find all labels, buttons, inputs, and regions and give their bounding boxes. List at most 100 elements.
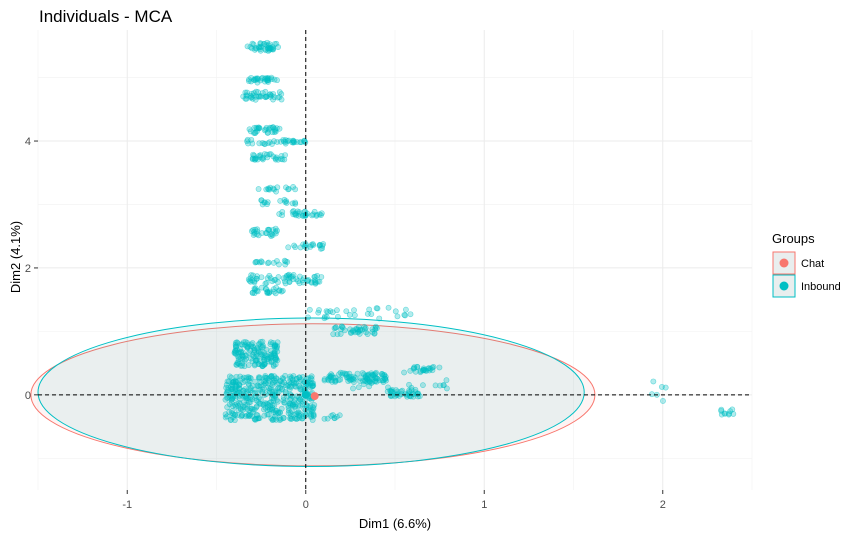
point-inbound xyxy=(389,386,395,393)
point-inbound xyxy=(346,311,353,318)
point-inbound xyxy=(280,136,287,143)
point-inbound xyxy=(255,232,262,239)
point-inbound xyxy=(253,287,260,294)
point-inbound xyxy=(283,184,289,191)
point-inbound xyxy=(271,129,278,135)
point-inbound xyxy=(287,373,294,380)
point-inbound xyxy=(365,371,372,378)
point-inbound xyxy=(260,401,267,408)
point-inbound xyxy=(334,313,341,320)
point-inbound xyxy=(295,397,302,404)
point-inbound xyxy=(232,394,239,401)
point-inbound xyxy=(264,411,271,418)
point-inbound xyxy=(309,417,316,423)
point-inbound xyxy=(278,155,284,162)
point-inbound xyxy=(254,76,261,83)
point-inbound xyxy=(380,379,387,386)
point-inbound xyxy=(245,343,251,350)
point-inbound xyxy=(254,288,261,295)
point-inbound xyxy=(364,331,371,338)
point-inbound xyxy=(285,382,292,388)
point-inbound xyxy=(355,384,362,391)
point-inbound xyxy=(259,259,265,266)
point-inbound xyxy=(332,324,339,331)
point-inbound xyxy=(343,308,350,315)
point-inbound xyxy=(377,377,383,384)
point-inbound xyxy=(351,307,357,314)
x-tick-label: -1 xyxy=(122,499,132,511)
point-inbound xyxy=(650,378,657,385)
point-inbound xyxy=(222,411,229,418)
point-inbound xyxy=(351,312,358,319)
point-inbound xyxy=(281,196,288,203)
point-inbound xyxy=(244,395,250,402)
point-inbound xyxy=(278,96,285,103)
point-inbound xyxy=(282,372,289,379)
point-inbound xyxy=(245,380,252,387)
point-inbound xyxy=(338,326,344,333)
legend-item-chat: Chat xyxy=(772,251,824,275)
point-inbound xyxy=(265,140,272,147)
point-inbound xyxy=(260,156,266,163)
point-inbound xyxy=(296,273,303,280)
point-inbound xyxy=(259,344,266,351)
point-inbound xyxy=(299,374,306,380)
point-inbound xyxy=(270,96,276,103)
point-inbound xyxy=(222,414,229,421)
point-inbound xyxy=(313,211,320,218)
point-inbound xyxy=(260,354,267,361)
point-inbound xyxy=(402,306,409,313)
point-inbound xyxy=(267,406,273,413)
point-inbound xyxy=(298,139,305,146)
point-inbound xyxy=(256,374,263,381)
point-inbound xyxy=(276,261,282,268)
point-inbound xyxy=(274,184,281,191)
point-inbound xyxy=(245,78,252,84)
point-inbound xyxy=(269,278,276,285)
point-inbound xyxy=(327,374,334,381)
point-inbound xyxy=(350,376,357,383)
point-inbound xyxy=(269,129,276,136)
points-layer xyxy=(222,39,737,424)
point-inbound xyxy=(274,398,281,405)
point-inbound xyxy=(255,398,262,405)
y-axis-title: Dim2 (4.1%) xyxy=(8,221,23,293)
point-inbound xyxy=(267,275,274,282)
point-inbound xyxy=(296,210,302,217)
point-inbound xyxy=(266,399,273,406)
point-inbound xyxy=(336,412,343,419)
point-inbound xyxy=(222,396,229,403)
point-inbound xyxy=(392,308,399,315)
point-inbound xyxy=(437,382,444,389)
point-inbound xyxy=(247,128,254,135)
point-inbound xyxy=(270,259,277,266)
point-inbound xyxy=(366,383,373,390)
point-inbound xyxy=(274,139,281,145)
x-tick-label: 2 xyxy=(660,499,666,511)
point-inbound xyxy=(264,275,271,282)
point-inbound xyxy=(254,125,261,132)
point-inbound xyxy=(323,314,330,320)
point-inbound xyxy=(417,368,424,374)
legend-dot-inbound xyxy=(779,281,789,291)
point-inbound xyxy=(347,326,354,333)
point-inbound xyxy=(290,139,297,146)
point-inbound xyxy=(275,274,282,280)
point-inbound xyxy=(324,415,331,422)
reference-lines xyxy=(38,30,752,490)
point-inbound xyxy=(234,401,240,407)
point-inbound xyxy=(293,375,300,382)
point-inbound xyxy=(234,412,241,419)
point-inbound xyxy=(266,124,273,131)
legend-title: Groups xyxy=(772,231,815,246)
point-inbound xyxy=(267,91,274,98)
point-inbound xyxy=(259,338,266,345)
point-inbound xyxy=(407,311,414,318)
point-inbound xyxy=(283,272,290,279)
point-inbound xyxy=(290,211,297,218)
point-inbound xyxy=(371,330,378,337)
point-inbound xyxy=(649,391,655,398)
point-inbound xyxy=(290,184,297,190)
point-inbound xyxy=(268,353,275,360)
point-inbound xyxy=(274,381,281,388)
